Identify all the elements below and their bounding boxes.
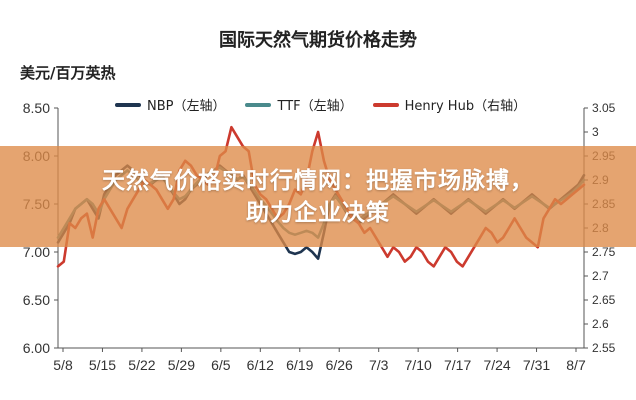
y-tick-left-label: 6.00 — [23, 340, 50, 356]
banner-line-1: 天然气价格实时行情网：把握市场脉搏， — [102, 167, 534, 194]
legend-swatch-ttf — [245, 102, 272, 107]
x-tick-label: 6/26 — [326, 357, 353, 373]
legend-label-henry-hub: Henry Hub（右轴） — [404, 99, 527, 114]
y-tick-right-label: 2.6 — [592, 317, 609, 331]
banner-line-2: 助力企业决策 — [246, 199, 390, 226]
chart-title: 国际天然气期货价格走势 — [219, 30, 417, 51]
legend-swatch-nbp — [115, 102, 141, 107]
y-tick-left-label: 8.50 — [23, 100, 50, 116]
x-tick-label: 7/10 — [405, 357, 432, 373]
x-tick-label: 6/19 — [286, 357, 313, 373]
y-axis-label: 美元/百万英热 — [20, 64, 116, 82]
y-tick-right-label: 2.7 — [592, 269, 609, 283]
y-tick-left-label: 7.00 — [23, 244, 50, 260]
y-tick-left-label: 6.50 — [23, 292, 50, 308]
overlay-banner: 天然气价格实时行情网：把握市场脉搏， 助力企业决策 — [0, 146, 636, 247]
x-tick-label: 6/5 — [211, 357, 231, 373]
y-tick-right-label: 3 — [592, 125, 599, 139]
y-tick-right-label: 2.65 — [592, 293, 616, 307]
x-tick-label: 5/8 — [53, 357, 73, 373]
x-tick-label: 5/15 — [89, 357, 116, 373]
legend-label-ttf: TTF（左轴） — [277, 99, 353, 114]
legend: NBP（左轴） TTF（左轴） Henry Hub（右轴） — [115, 95, 526, 114]
legend-item-ttf: TTF（左轴） — [245, 95, 353, 114]
x-tick-label: 5/22 — [128, 357, 155, 373]
legend-item-nbp: NBP（左轴） — [115, 95, 225, 114]
legend-label-nbp: NBP（左轴） — [147, 99, 226, 114]
x-tick-label: 6/12 — [247, 357, 274, 373]
x-tick-label: 7/31 — [523, 357, 550, 373]
x-tick-label: 8/7 — [566, 357, 586, 373]
legend-item-henry-hub: Henry Hub（右轴） — [372, 95, 527, 114]
y-tick-right-label: 3.05 — [592, 101, 616, 115]
x-tick-label: 5/29 — [168, 357, 195, 373]
x-tick-label: 7/17 — [444, 357, 471, 373]
y-tick-right-label: 2.55 — [592, 341, 616, 355]
y-tick-right-label: 2.75 — [592, 245, 616, 259]
x-tick-label: 7/3 — [369, 357, 389, 373]
x-tick-label: 7/24 — [483, 357, 510, 373]
legend-swatch-henry-hub — [372, 102, 399, 107]
